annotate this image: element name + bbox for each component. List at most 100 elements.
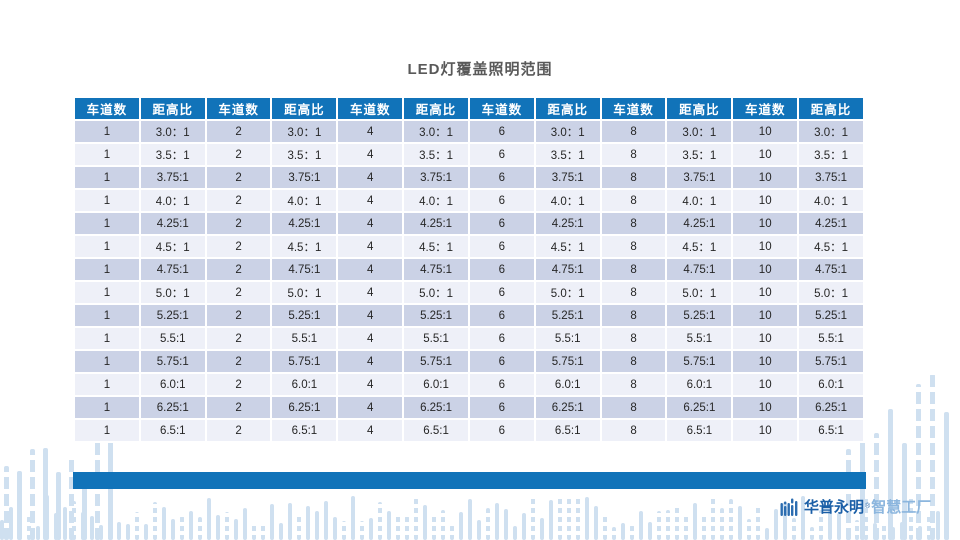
decor-bar (234, 519, 238, 540)
table-row: 1 5.0：1 2 5.0：1 4 5.0：1 6 5.0：1 8 5.0：1 10 5.0：1 (73, 280, 865, 305)
lane-cell: 10 (731, 188, 800, 213)
ratio-cell: 6.0:1 (138, 372, 207, 397)
lane-cell: 4 (336, 395, 405, 420)
decor-bar (594, 506, 598, 540)
ratio-cell: 6.25:1 (797, 395, 865, 420)
ratio-cell: 5.25:1 (797, 303, 865, 328)
ratio-cell: 3.75:1 (665, 165, 734, 190)
ratio-cell: 6.0:1 (270, 372, 339, 397)
decor-bar (846, 449, 851, 540)
decor-bar (9, 507, 13, 540)
lane-cell: 6 (467, 326, 536, 351)
lane-cell: 8 (599, 303, 668, 328)
decor-bar (855, 520, 859, 540)
table-row: 1 4.25:1 2 4.25:1 4 4.25:1 6 4.25:1 8 4.25:1 10 4.2… (73, 211, 865, 236)
lane-cell: 2 (204, 418, 273, 443)
ratio-cell: 6.25:1 (533, 395, 602, 420)
lane-cell: 2 (204, 280, 273, 305)
decor-bar (909, 497, 913, 540)
ratio-cell: 4.75:1 (402, 257, 470, 282)
ratio-cell: 4.0：1 (797, 188, 865, 213)
ratio-header: 距高比 (797, 96, 865, 121)
decor-bar (30, 449, 35, 540)
lane-cell: 8 (599, 257, 668, 282)
decor-bar (657, 511, 661, 540)
decor-bar (56, 472, 61, 540)
ratio-cell: 4.5：1 (665, 234, 734, 259)
ratio-cell: 4.0：1 (402, 188, 470, 213)
table-header: 车道数 距高比 车道数 距高比 车道数 距高比 车道数 距高比 车道数 距高比 车道数 距高比 (73, 96, 865, 121)
registered-mark: ® (865, 503, 871, 510)
lane-cell: 2 (204, 142, 273, 167)
decor-bar (916, 384, 921, 540)
lane-cell: 1 (73, 211, 141, 236)
lane-cell: 10 (731, 349, 800, 374)
lane-cell: 2 (204, 188, 273, 213)
lane-cell: 2 (204, 303, 273, 328)
lane-cell: 10 (731, 372, 800, 397)
lane-cell: 2 (204, 349, 273, 374)
decor-bar (369, 518, 373, 540)
lane-cell: 10 (731, 326, 800, 351)
lane-cell: 1 (73, 280, 141, 305)
decor-bar (819, 510, 823, 540)
ratio-cell: 4.25:1 (138, 211, 207, 236)
ratio-cell: 4.0：1 (665, 188, 734, 213)
decor-bar (693, 503, 697, 540)
lane-cell: 10 (731, 280, 800, 305)
decor-bar (63, 507, 67, 540)
lane-cell: 10 (731, 142, 800, 167)
decor-bar (801, 496, 805, 540)
ratio-cell: 6.5:1 (270, 418, 339, 443)
decor-bar (702, 513, 706, 540)
decor-bar (414, 498, 418, 540)
ratio-cell: 6.5:1 (797, 418, 865, 443)
decor-bar (225, 512, 229, 540)
decor-bar (927, 513, 931, 540)
ratio-cell: 6.5:1 (533, 418, 602, 443)
decor-bar (612, 527, 616, 540)
decor-bar (108, 384, 113, 540)
ratio-cell: 3.5：1 (665, 142, 734, 167)
decor-bar (900, 522, 904, 540)
lane-cell: 8 (599, 326, 668, 351)
decor-bar (576, 495, 580, 540)
ratio-cell: 5.25:1 (533, 303, 602, 328)
ratio-cell: 5.25:1 (138, 303, 207, 328)
decor-bar (396, 514, 400, 540)
table-row: 1 3.5：1 2 3.5：1 4 3.5：1 6 3.5：1 8 3.5：1 10 3.5：1 (73, 142, 865, 167)
ratio-cell: 4.0：1 (533, 188, 602, 213)
decor-bar (567, 498, 571, 540)
decor-bar (765, 528, 769, 540)
lane-cell: 8 (599, 280, 668, 305)
table-row: 1 5.75:1 2 5.75:1 4 5.75:1 6 5.75:1 8 5.75:1 10 5.7… (73, 349, 865, 374)
decor-bar (828, 510, 832, 540)
ratio-cell: 5.5:1 (402, 326, 470, 351)
decor-bar (531, 497, 535, 540)
table-body: 1 3.0：1 2 3.0：1 4 3.0：1 6 3.0：1 8 3.0：1 10 3.0：1 1 3.… (73, 119, 865, 443)
lane-cell: 1 (73, 257, 141, 282)
ratio-cell: 5.5:1 (270, 326, 339, 351)
ratio-cell: 3.5：1 (797, 142, 865, 167)
decor-bar (108, 500, 112, 540)
table-row: 1 6.0:1 2 6.0:1 4 6.0:1 6 6.0:1 8 6.0:1 10 6.0:1 (73, 372, 865, 397)
decor-bar (684, 513, 688, 540)
decor-bar (441, 510, 445, 540)
decor-bar (333, 517, 337, 540)
decor-bar (216, 515, 220, 540)
lane-cell: 10 (731, 395, 800, 420)
ratio-cell: 5.5:1 (533, 326, 602, 351)
decor-bar (756, 505, 760, 540)
lane-cell: 6 (467, 211, 536, 236)
ratio-cell: 5.25:1 (402, 303, 470, 328)
ratio-cell: 6.5:1 (402, 418, 470, 443)
decor-bar (198, 517, 202, 540)
decor-bar (405, 516, 409, 540)
lane-cell: 2 (204, 165, 273, 190)
ratio-cell: 3.5：1 (533, 142, 602, 167)
coverage-table: 车道数 距高比 车道数 距高比 车道数 距高比 车道数 距高比 车道数 距高比 车道数 距高比 1 3.… (73, 96, 865, 443)
decor-bar (36, 526, 40, 540)
lane-cell: 6 (467, 257, 536, 282)
decor-bar (495, 503, 499, 540)
